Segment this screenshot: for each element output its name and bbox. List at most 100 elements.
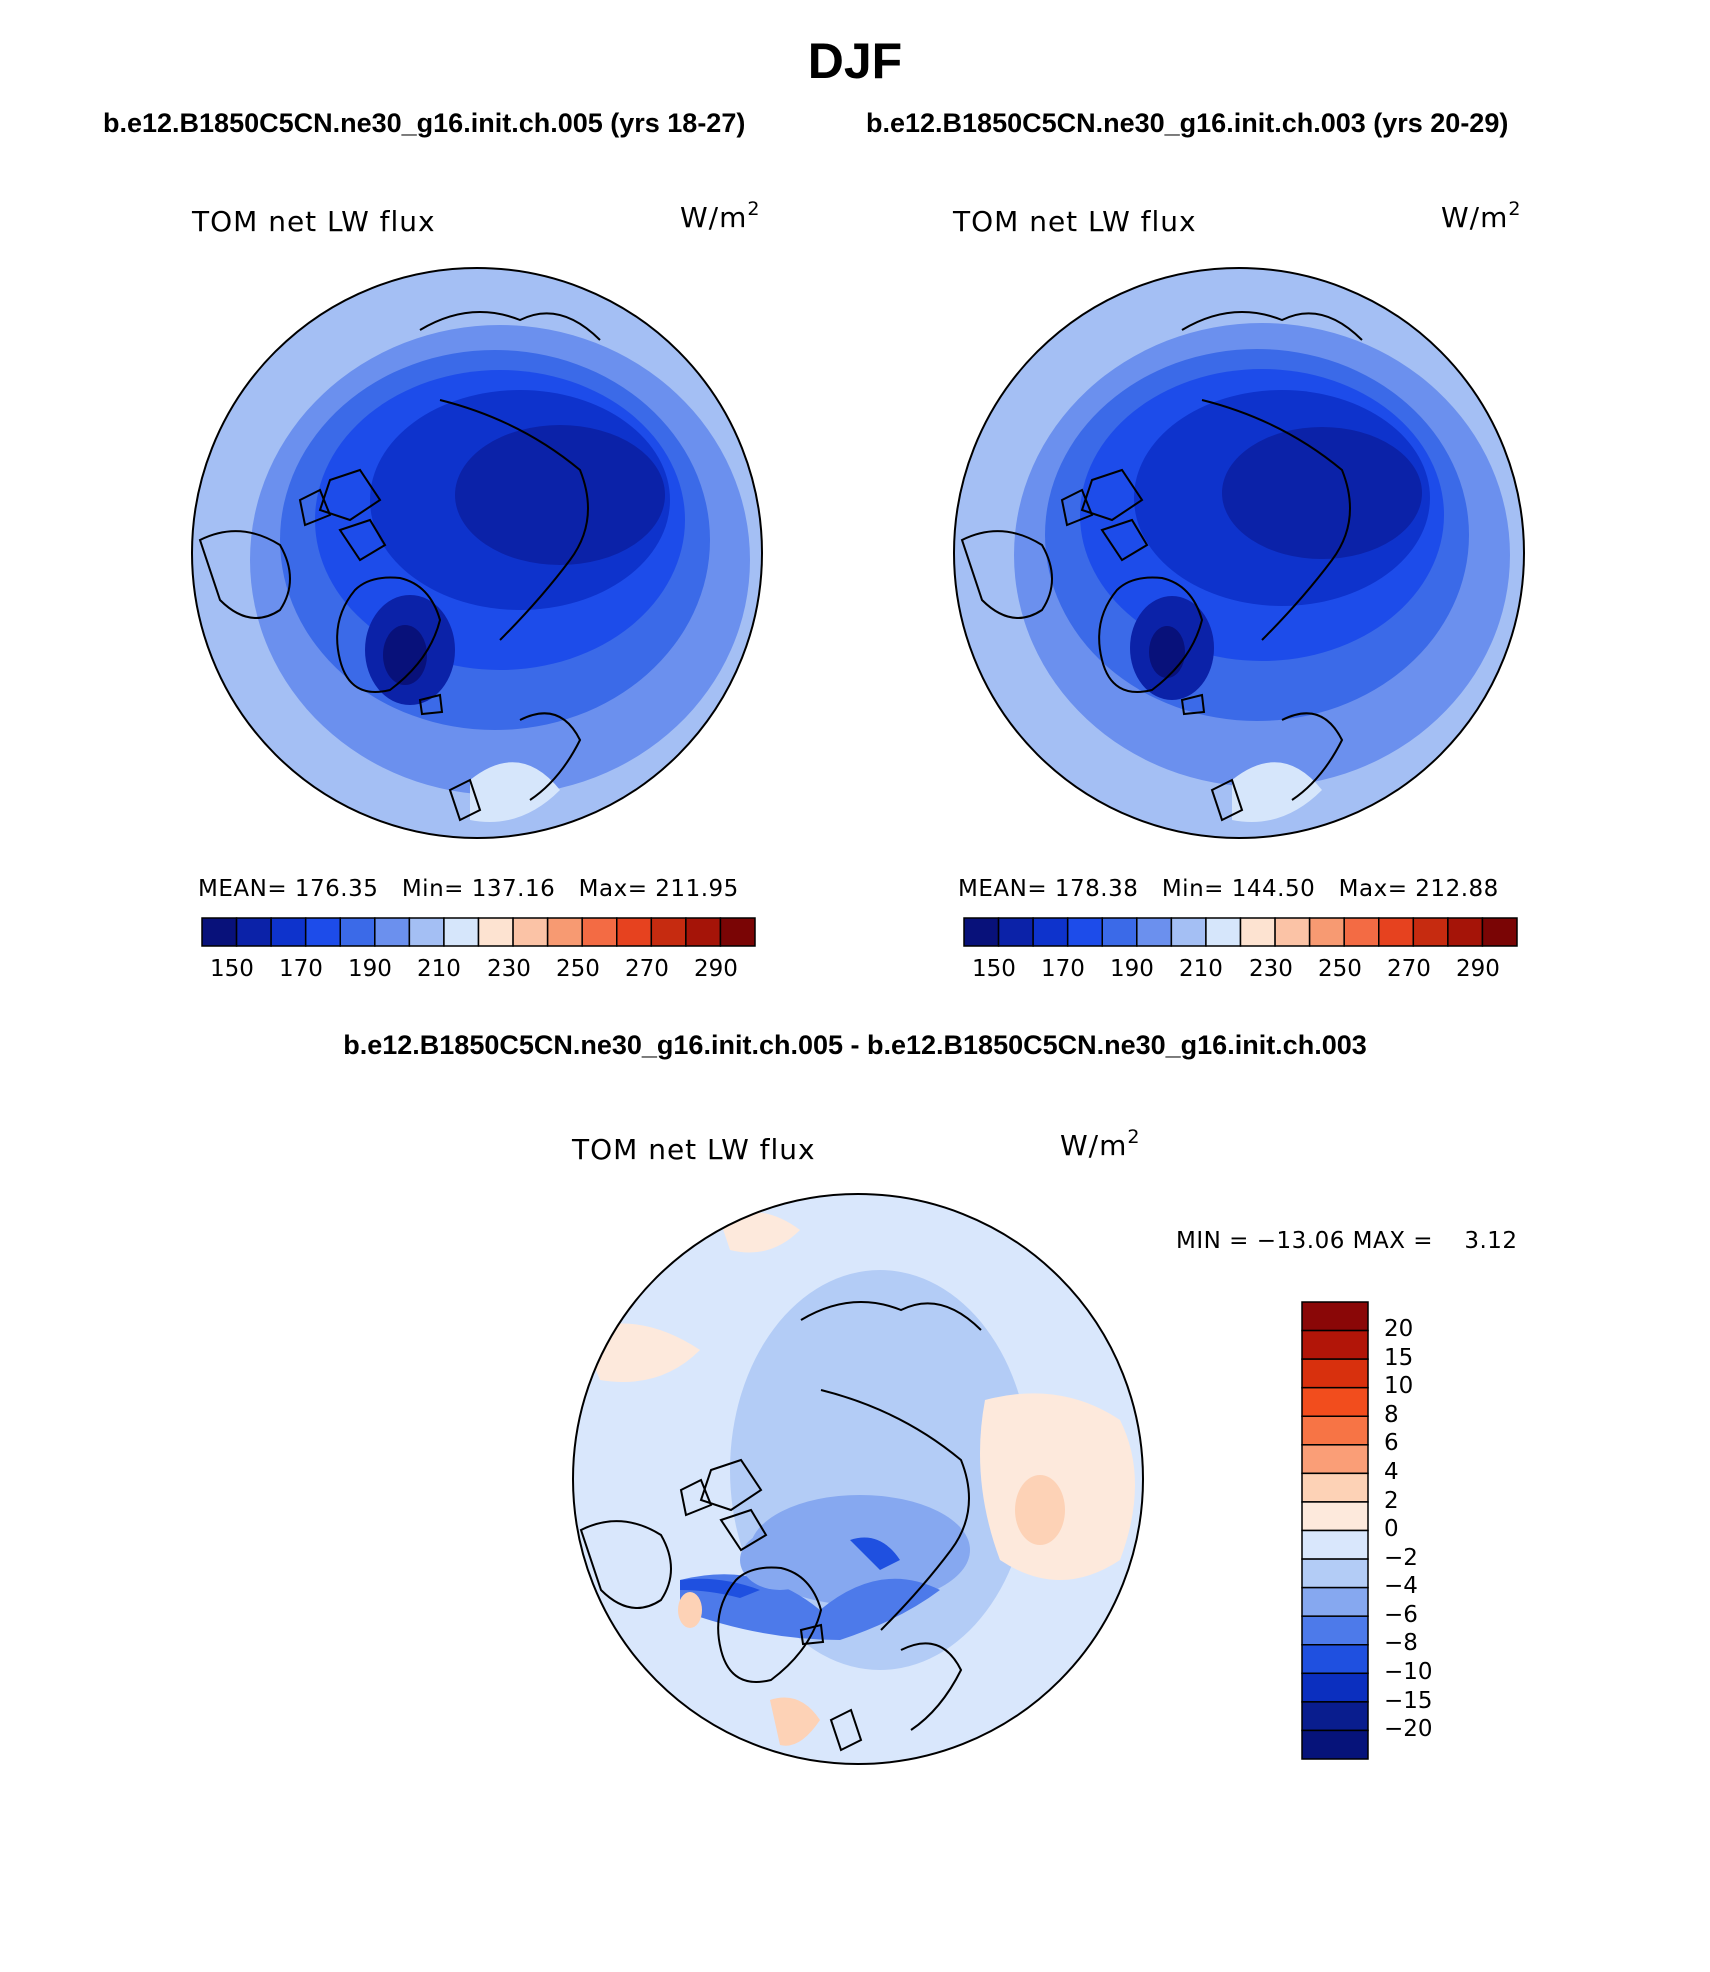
diff-colorbar-cell xyxy=(1301,1358,1369,1389)
left-cb-tick: 270 xyxy=(625,956,669,982)
diff-cb-tick: 0 xyxy=(1384,1516,1399,1542)
difference-title: b.e12.B1850C5CN.ne30_g16.init.ch.005 - b… xyxy=(343,1030,1367,1060)
difference-units: W/m2 xyxy=(1060,1126,1141,1162)
right-map-border xyxy=(953,267,1525,839)
diff-colorbar-cell xyxy=(1301,1558,1369,1589)
left-colorbar-cell xyxy=(408,917,445,947)
coastline-greenland xyxy=(336,576,442,693)
right-colorbar-cell xyxy=(1066,917,1103,947)
diff-colorbar-cell xyxy=(1301,1729,1369,1760)
right-colorbar-cell xyxy=(1136,917,1173,947)
right-colorbar-cell xyxy=(1412,917,1449,947)
diff-colorbar-cell xyxy=(1301,1501,1369,1532)
diff-cb-tick: 2 xyxy=(1384,1488,1399,1514)
left-colorbar-cell xyxy=(685,917,722,947)
left-cb-tick: 210 xyxy=(417,956,461,982)
coastline-siberia xyxy=(439,399,589,641)
right-colorbar-cell xyxy=(1239,917,1276,947)
coastline-alaska xyxy=(1181,311,1363,341)
right-cb-tick: 210 xyxy=(1179,956,1223,982)
difference-colorbar xyxy=(1301,1301,1369,1760)
right-cb-tick: 290 xyxy=(1456,956,1500,982)
coastline-britain xyxy=(448,778,482,822)
coastline-britain xyxy=(1210,778,1244,822)
diff-cb-tick: 15 xyxy=(1384,1345,1414,1371)
right-cb-tick: 150 xyxy=(972,956,1016,982)
diff-colorbar-cell xyxy=(1301,1444,1369,1475)
coastline-iceland xyxy=(1180,693,1206,716)
coastline-island xyxy=(298,488,332,527)
right-map-coastlines xyxy=(960,311,1363,822)
left-colorbar-cell xyxy=(512,917,549,947)
right-colorbar-cell xyxy=(1170,917,1207,947)
coastline-island xyxy=(338,518,387,562)
coastline-greenland xyxy=(717,1566,823,1683)
right-colorbar-cell xyxy=(1447,917,1484,947)
map-contour-band xyxy=(740,1530,820,1590)
left-colorbar-cell xyxy=(719,917,756,947)
diff-colorbar-cell xyxy=(1301,1415,1369,1446)
map-contour-band xyxy=(1149,626,1185,678)
diff-cb-tick: 8 xyxy=(1384,1402,1399,1428)
left-colorbar-cell xyxy=(339,917,376,947)
map-contour-band xyxy=(680,1578,760,1598)
diff-colorbar-cell xyxy=(1301,1301,1369,1332)
left-panel-variable-label: TOM net LW flux xyxy=(192,205,436,238)
left-panel-case-title: b.e12.B1850C5CN.ne30_g16.init.ch.005 (yr… xyxy=(103,108,746,138)
coastline-scandinavia xyxy=(900,1642,963,1731)
left-panel-stats: MEAN= 176.35 Min= 137.16 Max= 211.95 xyxy=(198,876,739,902)
difference-stats: MIN = −13.06 MAX = 3.12 xyxy=(1176,1228,1518,1254)
coastline-iceland xyxy=(418,693,444,716)
coastline-island xyxy=(1060,488,1094,527)
map-contour-band xyxy=(383,625,427,685)
diff-colorbar-cell xyxy=(1301,1529,1369,1560)
diff-cb-tick: −10 xyxy=(1384,1659,1433,1685)
diff-colorbar-cell xyxy=(1301,1472,1369,1503)
left-colorbar-cell xyxy=(546,917,583,947)
left-cb-tick: 190 xyxy=(348,956,392,982)
map-contour-band xyxy=(1232,762,1322,822)
left-colorbar-cell xyxy=(477,917,514,947)
diff-cb-tick: 20 xyxy=(1384,1316,1414,1342)
left-colorbar-cell xyxy=(581,917,618,947)
coastline-island xyxy=(1100,518,1149,562)
left-cb-tick: 290 xyxy=(694,956,738,982)
right-colorbar-cell xyxy=(1343,917,1380,947)
left-colorbar xyxy=(201,917,756,947)
coastline-siberia xyxy=(820,1389,970,1631)
left-cb-tick: 230 xyxy=(487,956,531,982)
left-colorbar-cell xyxy=(650,917,687,947)
diff-cb-tick: −4 xyxy=(1384,1573,1418,1599)
diff-cb-tick: 6 xyxy=(1384,1430,1399,1456)
right-polar-map xyxy=(954,268,1524,838)
right-panel-stats: MEAN= 178.38 Min= 144.50 Max= 212.88 xyxy=(958,876,1499,902)
difference-polar-map xyxy=(573,1194,1143,1764)
left-colorbar-cell xyxy=(304,917,341,947)
diff-cb-tick: −6 xyxy=(1384,1602,1418,1628)
diff-cb-tick: −15 xyxy=(1384,1688,1433,1714)
right-colorbar-cell xyxy=(997,917,1034,947)
right-cb-tick: 230 xyxy=(1249,956,1293,982)
right-panel-variable-label: TOM net LW flux xyxy=(953,205,1197,238)
coastline-greenland xyxy=(1098,576,1204,693)
coastline-scandinavia xyxy=(1281,712,1344,801)
difference-variable-label: TOM net LW flux xyxy=(572,1133,816,1166)
right-colorbar-cell xyxy=(1308,917,1345,947)
right-colorbar-cell xyxy=(1205,917,1242,947)
left-colorbar-cell xyxy=(235,917,272,947)
coastline-island xyxy=(699,1458,763,1512)
map-contour-band xyxy=(720,1212,800,1253)
right-colorbar-cell xyxy=(1481,917,1518,947)
coastline-iceland xyxy=(799,1623,825,1646)
left-colorbar-cell xyxy=(616,917,653,947)
left-cb-tick: 250 xyxy=(556,956,600,982)
coastline-island xyxy=(679,1478,713,1517)
left-colorbar-cell xyxy=(374,917,411,947)
difference-map-coastlines xyxy=(579,1301,982,1752)
coastline-island xyxy=(719,1508,768,1552)
map-contour-band xyxy=(678,1592,702,1628)
left-cb-tick: 150 xyxy=(210,956,254,982)
diff-colorbar-cell xyxy=(1301,1615,1369,1646)
right-cb-tick: 250 xyxy=(1318,956,1362,982)
